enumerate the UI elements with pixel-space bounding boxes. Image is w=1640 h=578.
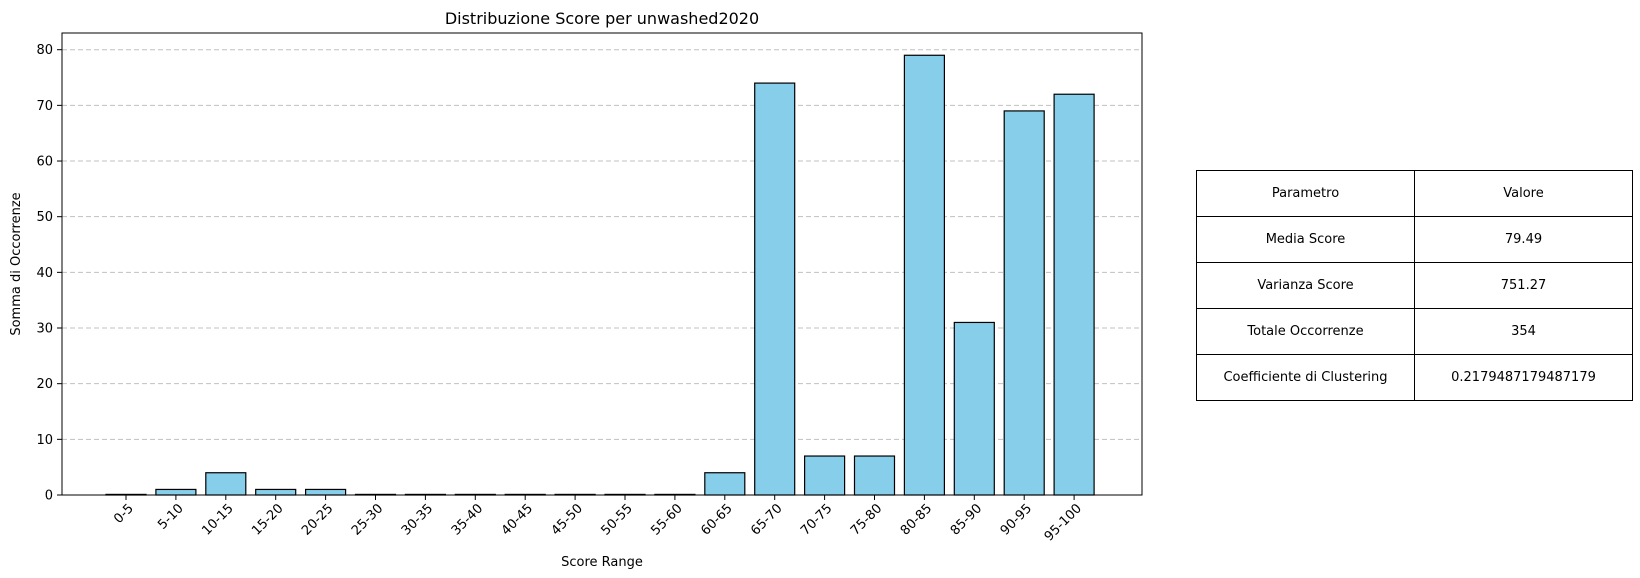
bar-75-80 [853, 455, 896, 496]
bar-15-20 [255, 488, 297, 496]
y-tick-label: 20 [36, 377, 53, 392]
x-tick-label: 90-95 [998, 501, 1035, 538]
x-tick-label: 10-15 [199, 501, 236, 538]
table-cell-value: 0.2179487179487179 [1414, 354, 1633, 401]
bars [105, 54, 1095, 496]
x-axis-ticks: 0-5 5-10 10-15 15-20 20-25 25-30 30-35 35-40 40-… [111, 495, 1085, 544]
y-tick-label: 0 [45, 489, 53, 504]
bar-90-95 [1003, 110, 1045, 496]
x-axis-label: Score Range [561, 555, 643, 570]
x-tick-label: 95-100 [1042, 501, 1085, 544]
table-cell-value: 354 [1414, 308, 1633, 355]
x-tick-label: 0-5 [111, 501, 137, 527]
table-cell-param: Totale Occorrenze [1196, 308, 1415, 355]
y-tick-label: 10 [36, 433, 53, 448]
y-tick-label: 60 [36, 155, 53, 170]
stats-table: Parametro Valore Media Score 79.49 Varia… [1196, 170, 1633, 401]
table-row: Totale Occorrenze 354 [1196, 308, 1633, 355]
table-row: Media Score 79.49 [1196, 216, 1633, 263]
x-tick-label: 85-90 [948, 501, 985, 538]
table-row: Coefficiente di Clustering 0.21794871794… [1196, 354, 1633, 401]
bar-65-70 [754, 82, 796, 496]
x-tick-label: 30-35 [399, 501, 436, 538]
bar-10-15 [205, 472, 247, 496]
table-cell-param: Varianza Score [1196, 262, 1415, 309]
table-cell-value: 79.49 [1414, 216, 1633, 263]
x-tick-label: 75-80 [848, 501, 885, 538]
x-tick-label: 20-25 [299, 501, 336, 538]
bar-70-75 [803, 455, 846, 496]
bar-60-65 [704, 472, 746, 496]
x-tick-label: 5-10 [155, 501, 186, 532]
table-row: Varianza Score 751.27 [1196, 262, 1633, 309]
x-tick-label: 70-75 [798, 501, 835, 538]
y-tick-label: 40 [36, 266, 53, 281]
x-tick-label: 35-40 [449, 501, 486, 538]
chart-title: Distribuzione Score per unwashed2020 [445, 9, 759, 28]
x-tick-label: 40-45 [499, 501, 536, 538]
table-header-parametro: Parametro [1196, 170, 1415, 217]
table-cell-param: Media Score [1196, 216, 1415, 263]
x-tick-label: 60-65 [698, 501, 735, 538]
bar-5-10 [155, 488, 197, 496]
x-tick-label: 55-60 [648, 501, 685, 538]
y-tick-label: 30 [36, 322, 53, 337]
x-tick-label: 45-50 [549, 501, 586, 538]
x-tick-label: 65-70 [748, 501, 785, 538]
bar-20-25 [305, 488, 347, 496]
bar-95-100 [1053, 93, 1095, 496]
y-axis-label: Somma di Occorrenze [9, 192, 24, 335]
plot-frame [61, 32, 1143, 496]
table-cell-param: Coefficiente di Clustering [1196, 354, 1415, 401]
bar-80-85 [903, 54, 946, 496]
x-tick-label: 25-30 [349, 501, 386, 538]
x-tick-label: 15-20 [249, 501, 286, 538]
grid-lines [62, 49, 1142, 440]
y-tick-label: 80 [36, 43, 53, 58]
y-tick-label: 70 [36, 99, 53, 114]
x-tick-label: 80-85 [898, 501, 935, 538]
table-header-valore: Valore [1414, 170, 1633, 217]
y-tick-label: 50 [36, 210, 53, 225]
table-cell-value: 751.27 [1414, 262, 1633, 309]
x-tick-label: 50-55 [599, 501, 636, 538]
table-header-row: Parametro Valore [1196, 170, 1633, 217]
bar-85-90 [953, 321, 995, 496]
y-axis-ticks: 0 10 20 30 40 50 60 70 80 [36, 43, 62, 504]
